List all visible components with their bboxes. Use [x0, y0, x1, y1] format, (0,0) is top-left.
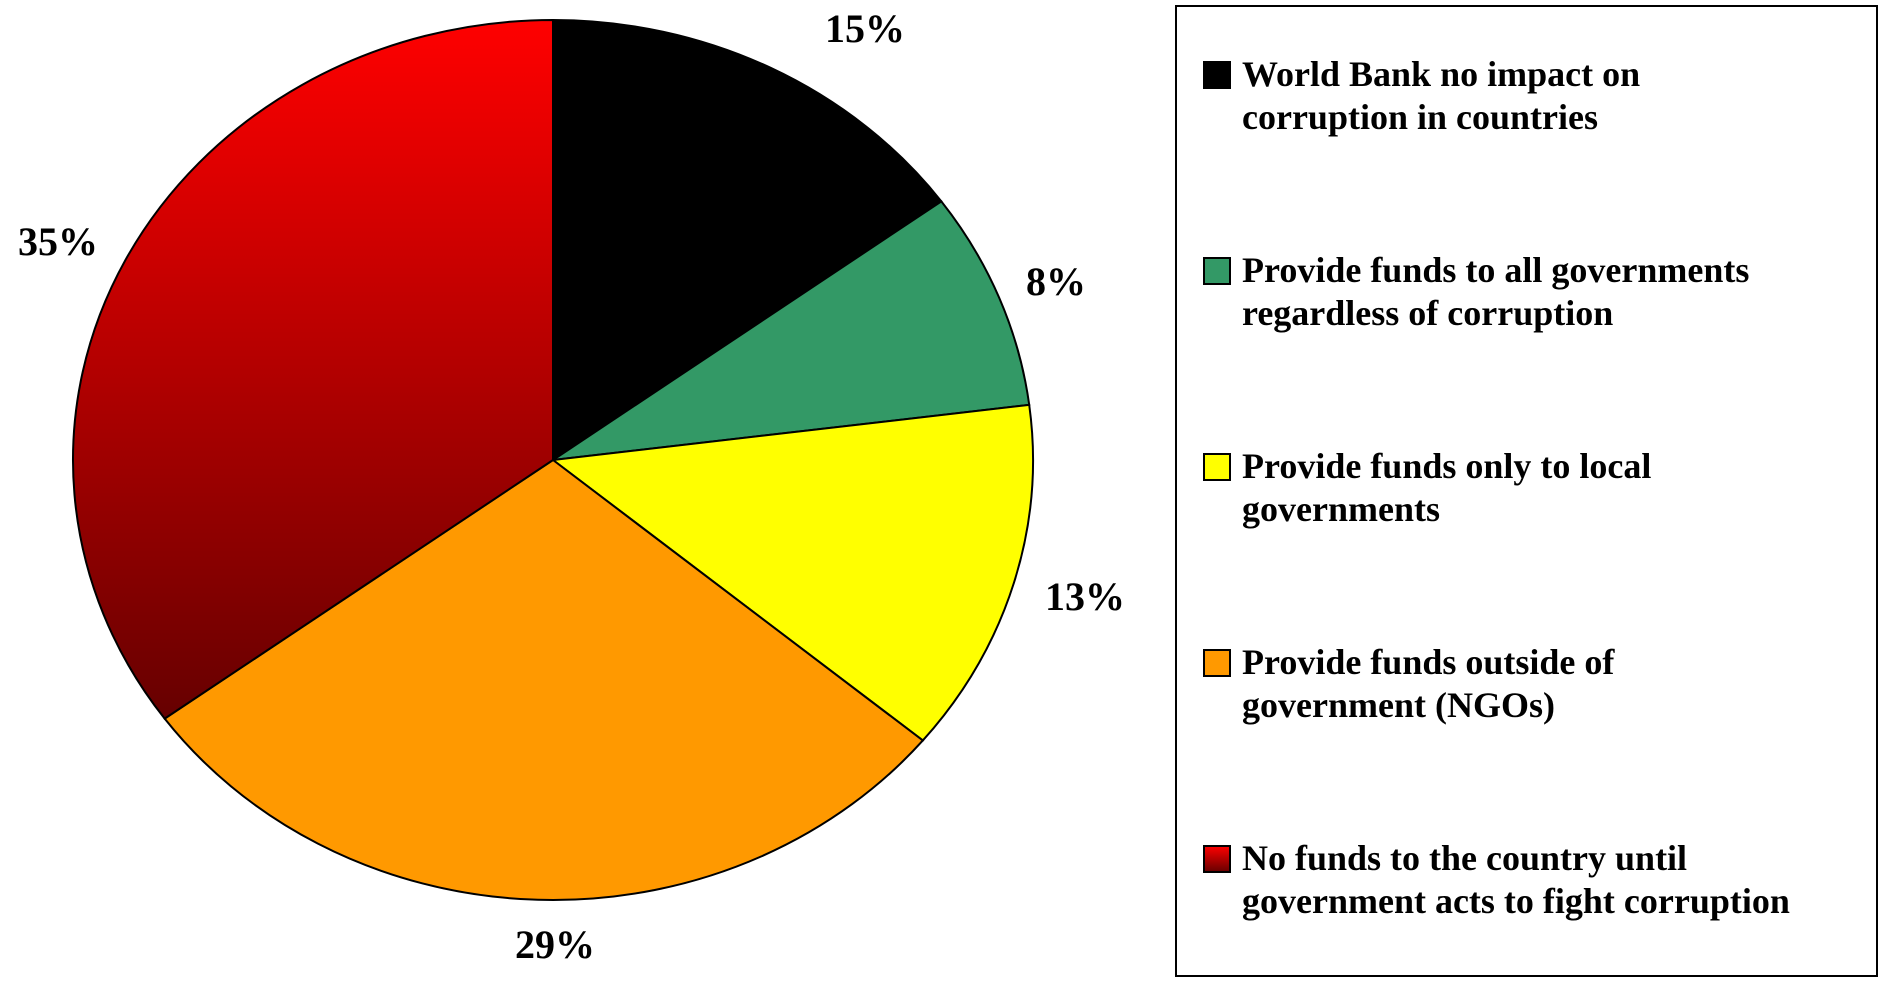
- legend-swatch-5: [1203, 845, 1231, 873]
- legend-label-2-line-1: Provide funds to all governments: [1242, 250, 1749, 290]
- percent-label-5: 35%: [18, 219, 98, 264]
- legend-label-1-line-2: corruption in countries: [1242, 97, 1598, 137]
- percent-label-1: 15%: [825, 6, 905, 51]
- percent-label-4: 29%: [515, 922, 595, 967]
- legend-label-5-line-1: No funds to the country until: [1242, 838, 1687, 878]
- pie-slice-4: [163, 458, 925, 901]
- legend-swatch-3: [1203, 453, 1231, 481]
- pie-slice-3: [550, 403, 1034, 742]
- pie-slice-2: [552, 200, 1031, 461]
- legend-label-4-line-1: Provide funds outside of: [1242, 642, 1615, 682]
- legend-label-2-line-2: regardless of corruption: [1242, 293, 1613, 333]
- legend-item-2: Provide funds to all governmentsregardle…: [1203, 250, 1749, 333]
- legend-label-3-line-1: Provide funds only to local: [1242, 446, 1651, 486]
- legend-label-1-line-1: World Bank no impact on: [1242, 54, 1640, 94]
- pie-slice-5: [72, 18, 554, 720]
- legend-swatch-2: [1203, 257, 1231, 285]
- legend-swatch-4: [1203, 649, 1231, 677]
- pie-percent-labels: 15% 8% 13% 29% 35%: [18, 6, 1125, 967]
- percent-label-2: 8%: [1026, 259, 1086, 304]
- legend-label-5-line-2: government acts to fight corruption: [1242, 881, 1790, 921]
- legend-item-5: No funds to the country untilgovernment …: [1203, 838, 1790, 921]
- legend-label-4-line-2: government (NGOs): [1242, 685, 1555, 725]
- legend-label-3-line-2: governments: [1242, 489, 1440, 529]
- legend-swatch-1: [1203, 61, 1231, 89]
- legend-frame: [1175, 5, 1878, 977]
- pie-slice-1: [552, 18, 943, 462]
- percent-label-3: 13%: [1045, 574, 1125, 619]
- pie-slices: [72, 18, 1034, 901]
